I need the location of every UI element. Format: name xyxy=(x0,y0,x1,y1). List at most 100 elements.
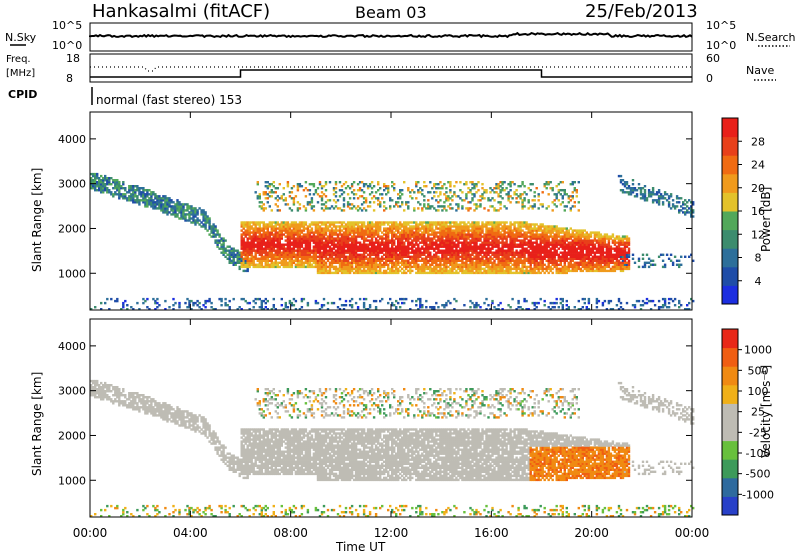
power-cell xyxy=(463,229,466,232)
power-cell xyxy=(364,257,368,260)
power-cell xyxy=(266,255,269,258)
power-cell xyxy=(374,257,378,260)
power-cell xyxy=(204,215,207,218)
power-cell xyxy=(407,259,410,262)
power-cell xyxy=(272,237,275,240)
power-cell xyxy=(294,263,298,266)
power-cell xyxy=(443,269,446,273)
power-cell xyxy=(374,249,378,252)
power-cell xyxy=(244,235,247,238)
power-cell xyxy=(294,265,298,269)
power-cell xyxy=(429,265,432,269)
power-cell xyxy=(471,221,474,224)
power-cell xyxy=(395,269,398,273)
power-cell xyxy=(262,233,265,236)
power-cell xyxy=(276,237,279,240)
power-cell xyxy=(431,269,434,273)
power-cell xyxy=(395,271,398,275)
power-cell xyxy=(186,205,189,208)
power-cell xyxy=(419,247,422,250)
power-cell xyxy=(318,181,322,184)
power-cell xyxy=(465,257,468,260)
power-cell xyxy=(509,306,512,309)
power-cell xyxy=(154,197,157,200)
power-cell xyxy=(324,233,328,236)
power-cell xyxy=(555,193,558,196)
power-cell xyxy=(206,219,209,222)
power-cell xyxy=(473,263,476,266)
power-cell xyxy=(455,221,458,224)
power-cell xyxy=(288,259,292,262)
power-cell xyxy=(336,243,340,246)
power-cell xyxy=(409,308,412,311)
power-cell xyxy=(346,203,350,206)
power-cell xyxy=(411,197,414,200)
power-cell xyxy=(284,227,287,230)
power-cell xyxy=(146,189,149,192)
power-cell xyxy=(188,306,191,309)
power-cell xyxy=(326,199,330,202)
power-cell xyxy=(370,257,374,260)
power-cell xyxy=(100,185,103,188)
power-cell xyxy=(381,297,384,301)
power-cell xyxy=(238,265,241,269)
power-cell xyxy=(401,259,404,262)
power-cell xyxy=(399,253,402,256)
power-cell xyxy=(252,243,255,246)
power-cell xyxy=(296,247,300,250)
power-cell xyxy=(336,207,340,210)
power-cell xyxy=(292,237,296,240)
power-cell xyxy=(210,306,213,309)
power-cell xyxy=(354,243,358,246)
power-cell xyxy=(326,269,330,273)
power-cell xyxy=(178,201,181,204)
power-cell xyxy=(433,183,436,186)
power-cell xyxy=(320,235,324,238)
power-cell xyxy=(322,271,326,275)
power-cell xyxy=(174,215,177,218)
power-cell xyxy=(362,255,366,258)
power-cell xyxy=(312,261,316,264)
power-cell xyxy=(419,271,422,275)
power-cell xyxy=(356,183,360,186)
power-cell xyxy=(100,301,103,305)
power-cell xyxy=(256,297,259,301)
power-cell xyxy=(413,239,416,242)
power-cell xyxy=(316,225,320,228)
power-cell xyxy=(156,201,159,204)
power-cell xyxy=(455,239,458,242)
power-cell xyxy=(455,225,458,228)
power-cell xyxy=(296,255,300,258)
power-cell xyxy=(423,199,426,202)
power-cell xyxy=(258,231,261,234)
power-cell xyxy=(471,199,474,202)
power-cell xyxy=(134,193,137,196)
cpid-mode: normal (fast stereo) 153 xyxy=(96,93,242,107)
power-cell xyxy=(248,225,251,228)
power-cell xyxy=(342,267,346,271)
power-cell xyxy=(248,231,251,234)
power-cell xyxy=(417,265,420,269)
power-cell xyxy=(431,239,434,242)
power-cell xyxy=(381,197,384,200)
power-cell xyxy=(256,265,259,269)
power-cell xyxy=(449,225,452,228)
power-cell xyxy=(374,229,378,232)
power-cell xyxy=(270,209,273,212)
power-cell xyxy=(320,185,324,188)
power-cell xyxy=(451,245,454,248)
power-cell xyxy=(230,247,233,250)
power-cell xyxy=(471,241,474,244)
power-cell xyxy=(264,237,267,240)
power-cell xyxy=(455,245,458,248)
power-cell xyxy=(274,239,277,242)
power-cell xyxy=(419,297,422,301)
power-cell xyxy=(541,191,544,194)
power-cell xyxy=(467,207,470,210)
power-cell xyxy=(427,229,430,232)
power-cell xyxy=(268,255,271,258)
power-cell xyxy=(441,269,444,273)
power-cell xyxy=(296,259,300,262)
power-cell xyxy=(218,241,221,244)
power-cell xyxy=(389,199,392,202)
